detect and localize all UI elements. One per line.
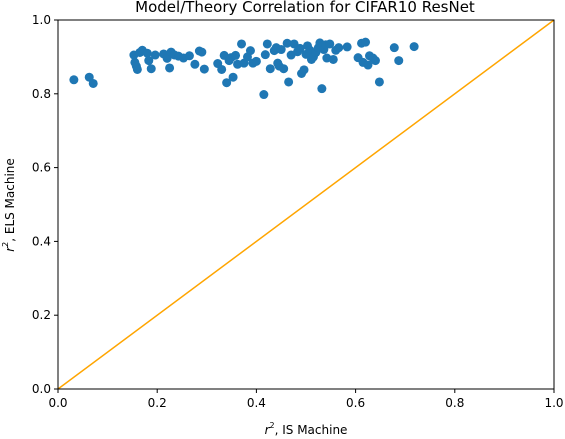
x-axis-ticks: 0.0 0.2 0.4 0.6 0.8 1.0	[48, 389, 564, 410]
data-point	[228, 72, 238, 82]
data-point	[394, 56, 404, 66]
data-point	[259, 90, 269, 100]
y-axis-ticks: 0.0 0.2 0.4 0.6 0.8 1.0	[32, 13, 58, 396]
x-tick-label: 0.0	[48, 396, 67, 410]
data-point	[374, 77, 384, 87]
data-point	[88, 78, 98, 88]
y-axis-label-text: , ELS Machine	[3, 158, 17, 242]
data-point	[184, 51, 194, 61]
data-point	[231, 50, 241, 60]
y-tick-label: 0.8	[32, 87, 51, 101]
data-point	[222, 78, 232, 88]
data-point	[295, 43, 305, 53]
data-point	[251, 56, 261, 66]
data-point	[282, 38, 292, 48]
x-tick-label: 0.2	[148, 396, 167, 410]
data-point	[150, 50, 160, 60]
data-point	[245, 46, 255, 56]
data-point	[197, 47, 207, 57]
data-point	[260, 50, 270, 60]
reference-line	[57, 19, 555, 390]
data-point	[276, 45, 286, 55]
reference-line-group	[57, 19, 555, 390]
y-tick-label: 0.0	[32, 382, 51, 396]
x-tick-label: 0.4	[247, 396, 266, 410]
y-tick-label: 1.0	[32, 13, 51, 27]
data-point	[361, 37, 371, 47]
data-point	[284, 77, 294, 87]
data-point	[389, 43, 399, 53]
data-point	[199, 64, 209, 74]
y-axis-label: r2, ELS Machine	[1, 158, 17, 252]
data-point	[317, 84, 327, 94]
x-axis-label-sup: 2	[270, 421, 275, 430]
data-point	[265, 64, 275, 74]
data-point	[328, 54, 338, 64]
plot-border	[57, 19, 555, 390]
x-tick-label: 0.8	[445, 396, 464, 410]
data-point	[363, 60, 373, 70]
data-point	[370, 56, 380, 66]
x-tick-label: 0.6	[346, 396, 365, 410]
y-tick-label: 0.2	[32, 308, 51, 322]
data-point	[262, 39, 272, 49]
data-point	[217, 64, 227, 74]
data-points	[69, 37, 419, 100]
data-point	[69, 75, 79, 85]
data-point	[144, 56, 154, 66]
data-point	[165, 63, 175, 73]
data-point	[279, 64, 289, 74]
data-point	[342, 42, 352, 52]
x-axis-label-text: , IS Machine	[275, 423, 348, 437]
y-tick-label: 0.6	[32, 161, 51, 175]
data-point	[325, 39, 335, 49]
x-axis-label-var: r	[265, 423, 271, 437]
data-point	[409, 42, 419, 52]
x-tick-label: 1.0	[544, 396, 563, 410]
y-axis-label-sup: 2	[1, 242, 10, 247]
plot-area	[57, 19, 555, 390]
data-point	[299, 65, 309, 75]
data-point	[334, 43, 344, 53]
y-tick-label: 0.4	[32, 234, 51, 248]
data-point	[142, 48, 152, 58]
y-axis-label-var: r	[3, 246, 17, 252]
data-point	[190, 59, 200, 69]
x-axis-label: r2, IS Machine	[265, 421, 348, 437]
data-point	[146, 64, 156, 74]
data-point	[132, 64, 142, 74]
chart-title: Model/Theory Correlation for CIFAR10 Res…	[135, 0, 475, 16]
data-point	[237, 39, 247, 49]
